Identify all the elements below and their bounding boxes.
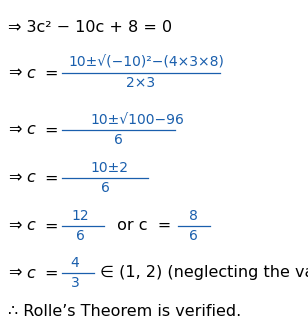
Text: ∈ (1, 2) (neglecting the value 2): ∈ (1, 2) (neglecting the value 2) — [100, 266, 308, 280]
Text: 6: 6 — [188, 229, 197, 243]
Text: 10±√100−96: 10±√100−96 — [90, 113, 184, 127]
Text: 6: 6 — [101, 181, 109, 195]
Text: 4: 4 — [71, 256, 79, 270]
Text: =: = — [44, 171, 58, 185]
Text: ⇒: ⇒ — [8, 171, 21, 185]
Text: c: c — [26, 122, 35, 138]
Text: =: = — [44, 122, 58, 138]
Text: c: c — [26, 66, 35, 80]
Text: 12: 12 — [71, 209, 89, 223]
Text: 10±√(−10)²−(4×3×8): 10±√(−10)²−(4×3×8) — [68, 56, 224, 70]
Text: c: c — [26, 266, 35, 280]
Text: c: c — [26, 171, 35, 185]
Text: =: = — [44, 266, 58, 280]
Text: =: = — [44, 218, 58, 234]
Text: or c  =: or c = — [112, 218, 171, 234]
Text: ⇒: ⇒ — [8, 122, 21, 138]
Text: =: = — [44, 66, 58, 80]
Text: ⇒: ⇒ — [8, 218, 21, 234]
Text: 6: 6 — [114, 133, 123, 147]
Text: 3: 3 — [71, 276, 79, 290]
Text: ⇒: ⇒ — [8, 66, 21, 80]
Text: 10±2: 10±2 — [90, 161, 128, 175]
Text: c: c — [26, 218, 35, 234]
Text: 2×3: 2×3 — [127, 76, 156, 90]
Text: ∴ Rolle’s Theorem is verified.: ∴ Rolle’s Theorem is verified. — [8, 304, 241, 318]
Text: ⇒: ⇒ — [8, 266, 21, 280]
Text: ⇒ 3c² − 10c + 8 = 0: ⇒ 3c² − 10c + 8 = 0 — [8, 20, 172, 36]
Text: 6: 6 — [75, 229, 84, 243]
Text: 8: 8 — [188, 209, 197, 223]
